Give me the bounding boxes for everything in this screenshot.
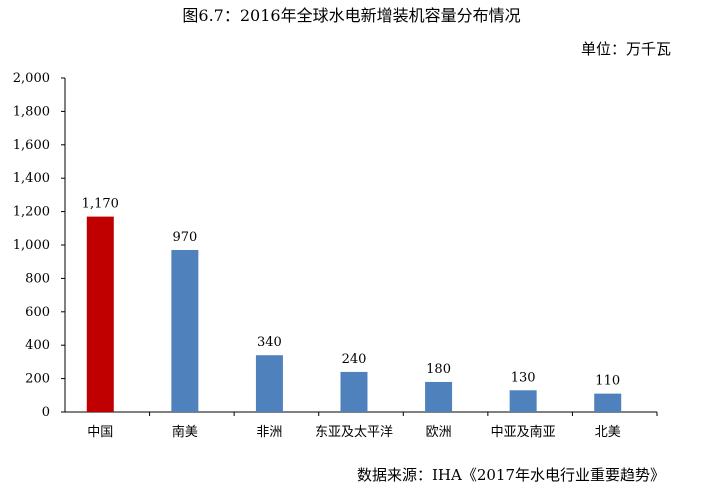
bar	[340, 371, 368, 412]
bar	[171, 250, 199, 412]
x-tick-label: 南美	[172, 424, 198, 440]
y-tick-label: 200	[25, 372, 50, 387]
data-label: 130	[511, 370, 536, 385]
y-tick-label: 1,600	[13, 138, 50, 153]
data-label: 240	[342, 352, 367, 367]
y-tick-label: 600	[25, 305, 50, 320]
y-tick-label: 1,400	[13, 171, 50, 186]
y-tick-label: 2,000	[13, 71, 50, 86]
bar	[425, 381, 453, 412]
source-note: 数据来源：IHA《2017年水电行业重要趋势》	[356, 466, 665, 484]
data-label: 970	[172, 230, 197, 245]
data-label: 180	[426, 362, 451, 377]
chart-title: 图6.7：2016年全球水电新增装机容量分布情况	[182, 6, 521, 25]
bar	[509, 390, 537, 412]
bar	[255, 355, 283, 412]
x-tick-label: 中亚及南亚	[491, 424, 556, 440]
x-tick-label: 北美	[595, 425, 621, 440]
x-tick-label: 非洲	[256, 425, 282, 440]
x-tick-label: 中国	[87, 425, 113, 440]
y-tick-label: 800	[25, 271, 50, 286]
data-label: 340	[257, 335, 282, 350]
data-label: 1,170	[82, 197, 119, 212]
y-tick-label: 400	[25, 338, 50, 353]
y-tick-label: 1,000	[13, 238, 50, 253]
unit-label: 单位：万千瓦	[580, 40, 671, 58]
y-tick-label: 0	[42, 405, 50, 420]
y-tick-label: 1,200	[13, 205, 50, 220]
bar	[86, 216, 114, 412]
data-label: 110	[595, 374, 620, 389]
x-tick-label: 东亚及太平洋	[315, 425, 393, 440]
x-tick-label: 欧洲	[426, 425, 452, 440]
bar	[594, 393, 622, 412]
y-tick-label: 1,800	[13, 104, 50, 119]
